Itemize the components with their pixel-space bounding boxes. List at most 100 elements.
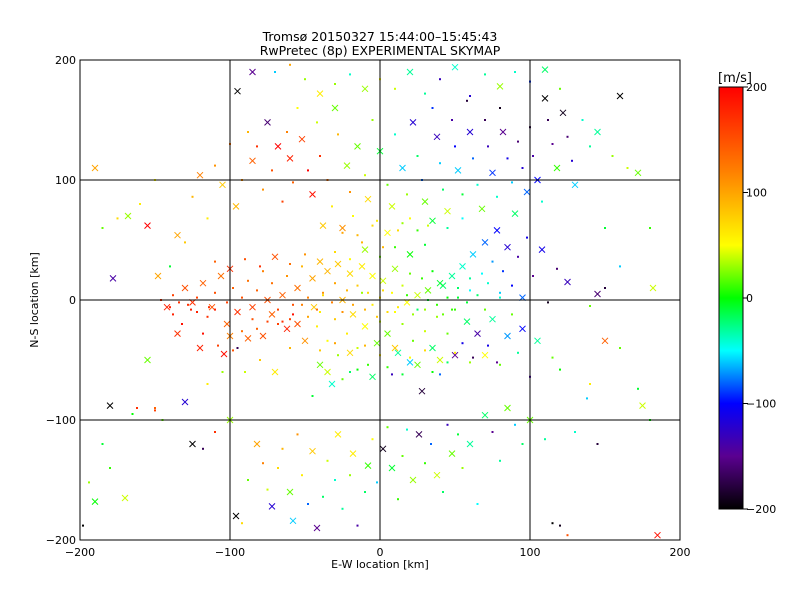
scatter-point-x bbox=[286, 155, 294, 162]
scatter-point-dot bbox=[326, 459, 329, 462]
scatter-point-x bbox=[504, 332, 511, 340]
scatter-point-x bbox=[594, 128, 601, 136]
scatter-point-dot bbox=[499, 296, 501, 299]
scatter-point-dot bbox=[517, 255, 519, 258]
scatter-point-dot bbox=[341, 378, 344, 381]
scatter-point-x bbox=[268, 311, 276, 318]
scatter-point-x bbox=[294, 320, 301, 328]
scatter-point-dot bbox=[439, 162, 441, 165]
colorbar-tick-label: −100 bbox=[746, 398, 776, 411]
scatter-point-x bbox=[459, 263, 466, 270]
scatter-point-x bbox=[481, 411, 489, 419]
colorbar-tick-label: 0 bbox=[746, 292, 753, 305]
scatter-point-dot bbox=[187, 303, 189, 306]
scatter-point-dot bbox=[361, 291, 363, 294]
scatter-point-dot bbox=[346, 289, 348, 292]
scatter-point-x bbox=[109, 275, 117, 282]
scatter-point-dot bbox=[116, 217, 119, 220]
scatter-point-dot bbox=[394, 133, 396, 136]
scatter-point-dot bbox=[262, 462, 264, 465]
scatter-point-dot bbox=[499, 291, 501, 294]
scatter-point-dot bbox=[334, 318, 336, 321]
scatter-point-dot bbox=[304, 253, 306, 256]
scatter-point-dot bbox=[382, 289, 384, 292]
scatter-point-x bbox=[189, 440, 196, 448]
scatter-point-dot bbox=[397, 498, 399, 501]
colorbar-tick-label: 100 bbox=[746, 187, 767, 200]
scatter-point-dot bbox=[131, 413, 134, 415]
scatter-point-dot bbox=[521, 167, 524, 169]
scatter-point-x bbox=[358, 263, 366, 270]
scatter-point-dot bbox=[581, 119, 584, 121]
scatter-point-dot bbox=[559, 524, 561, 527]
scatter-point-dot bbox=[271, 169, 273, 172]
scatter-point-x bbox=[433, 133, 441, 141]
colorbar-label: [m/s] bbox=[718, 71, 752, 86]
scatter-point-dot bbox=[277, 308, 279, 311]
scatter-point-x bbox=[196, 171, 204, 179]
scatter-point-x bbox=[181, 398, 189, 406]
scatter-point-dot bbox=[281, 447, 284, 450]
scatter-point-dot bbox=[334, 83, 336, 85]
scatter-point-x bbox=[489, 169, 496, 177]
colorbar-tick-label: 200 bbox=[746, 81, 767, 94]
scatter-point-dot bbox=[281, 320, 284, 323]
scatter-point-dot bbox=[241, 522, 243, 525]
scatter-point-dot bbox=[401, 284, 404, 287]
scatter-point-dot bbox=[439, 373, 441, 376]
scatter-point-dot bbox=[196, 296, 198, 299]
scatter-point-x bbox=[349, 311, 357, 318]
colorbar-gradient bbox=[719, 87, 743, 509]
scatter-point-x bbox=[334, 431, 342, 438]
scatter-point-dot bbox=[316, 325, 318, 328]
scatter-point-x bbox=[406, 68, 414, 76]
scatter-point-x bbox=[564, 278, 571, 286]
scatter-point-dot bbox=[311, 395, 314, 397]
scatter-point-dot bbox=[511, 181, 513, 184]
scatter-point-dot bbox=[361, 241, 363, 244]
scatter-point-dot bbox=[256, 145, 258, 148]
y-tick-label: 200 bbox=[55, 54, 76, 67]
scatter-point-x bbox=[264, 119, 271, 126]
scatter-point-x bbox=[274, 143, 282, 150]
scatter-point-x bbox=[466, 128, 474, 136]
scatter-point-dot bbox=[461, 342, 464, 345]
scatter-point-dot bbox=[394, 311, 396, 313]
scatter-point-x bbox=[259, 332, 267, 340]
scatter-point-dot bbox=[307, 169, 309, 172]
scatter-point-dot bbox=[206, 315, 209, 318]
scatter-point-dot bbox=[424, 308, 426, 311]
scatter-point-dot bbox=[262, 270, 264, 273]
scatter-point-dot bbox=[446, 423, 449, 426]
scatter-point-x bbox=[391, 265, 399, 273]
scatter-point-dot bbox=[196, 311, 198, 313]
scatter-point-dot bbox=[547, 119, 549, 121]
scatter-point-dot bbox=[409, 272, 411, 275]
scatter-point-dot bbox=[316, 308, 318, 311]
y-tick-label: −100 bbox=[46, 414, 76, 427]
scatter-point-dot bbox=[301, 265, 303, 268]
scatter-point-dot bbox=[619, 347, 621, 349]
scatter-point-dot bbox=[476, 183, 479, 186]
scatter-point-x bbox=[298, 135, 306, 143]
x-axis-label: E-W location [km] bbox=[331, 558, 429, 571]
scatter-point-dot bbox=[289, 263, 291, 265]
scatter-point-dot bbox=[514, 71, 516, 73]
y-axis: −200 −100 0 100 200 bbox=[46, 54, 680, 547]
scatter-point-x bbox=[283, 325, 291, 333]
scatter-point-dot bbox=[319, 155, 321, 157]
scatter-point-dot bbox=[367, 291, 369, 294]
scatter-point-dot bbox=[487, 344, 489, 347]
scatter-point-dot bbox=[262, 188, 264, 191]
scatter-point-x bbox=[594, 290, 601, 298]
scatter-point-dot bbox=[206, 217, 209, 220]
scatter-point-dot bbox=[356, 524, 359, 527]
scatter-point-dot bbox=[316, 121, 318, 124]
scatter-point-dot bbox=[88, 481, 90, 484]
scatter-point-dot bbox=[409, 217, 411, 220]
scatter-point-x bbox=[534, 337, 541, 345]
scatter-point-dot bbox=[274, 71, 276, 73]
scatter-point-x bbox=[121, 494, 129, 502]
scatter-point-dot bbox=[337, 354, 339, 357]
